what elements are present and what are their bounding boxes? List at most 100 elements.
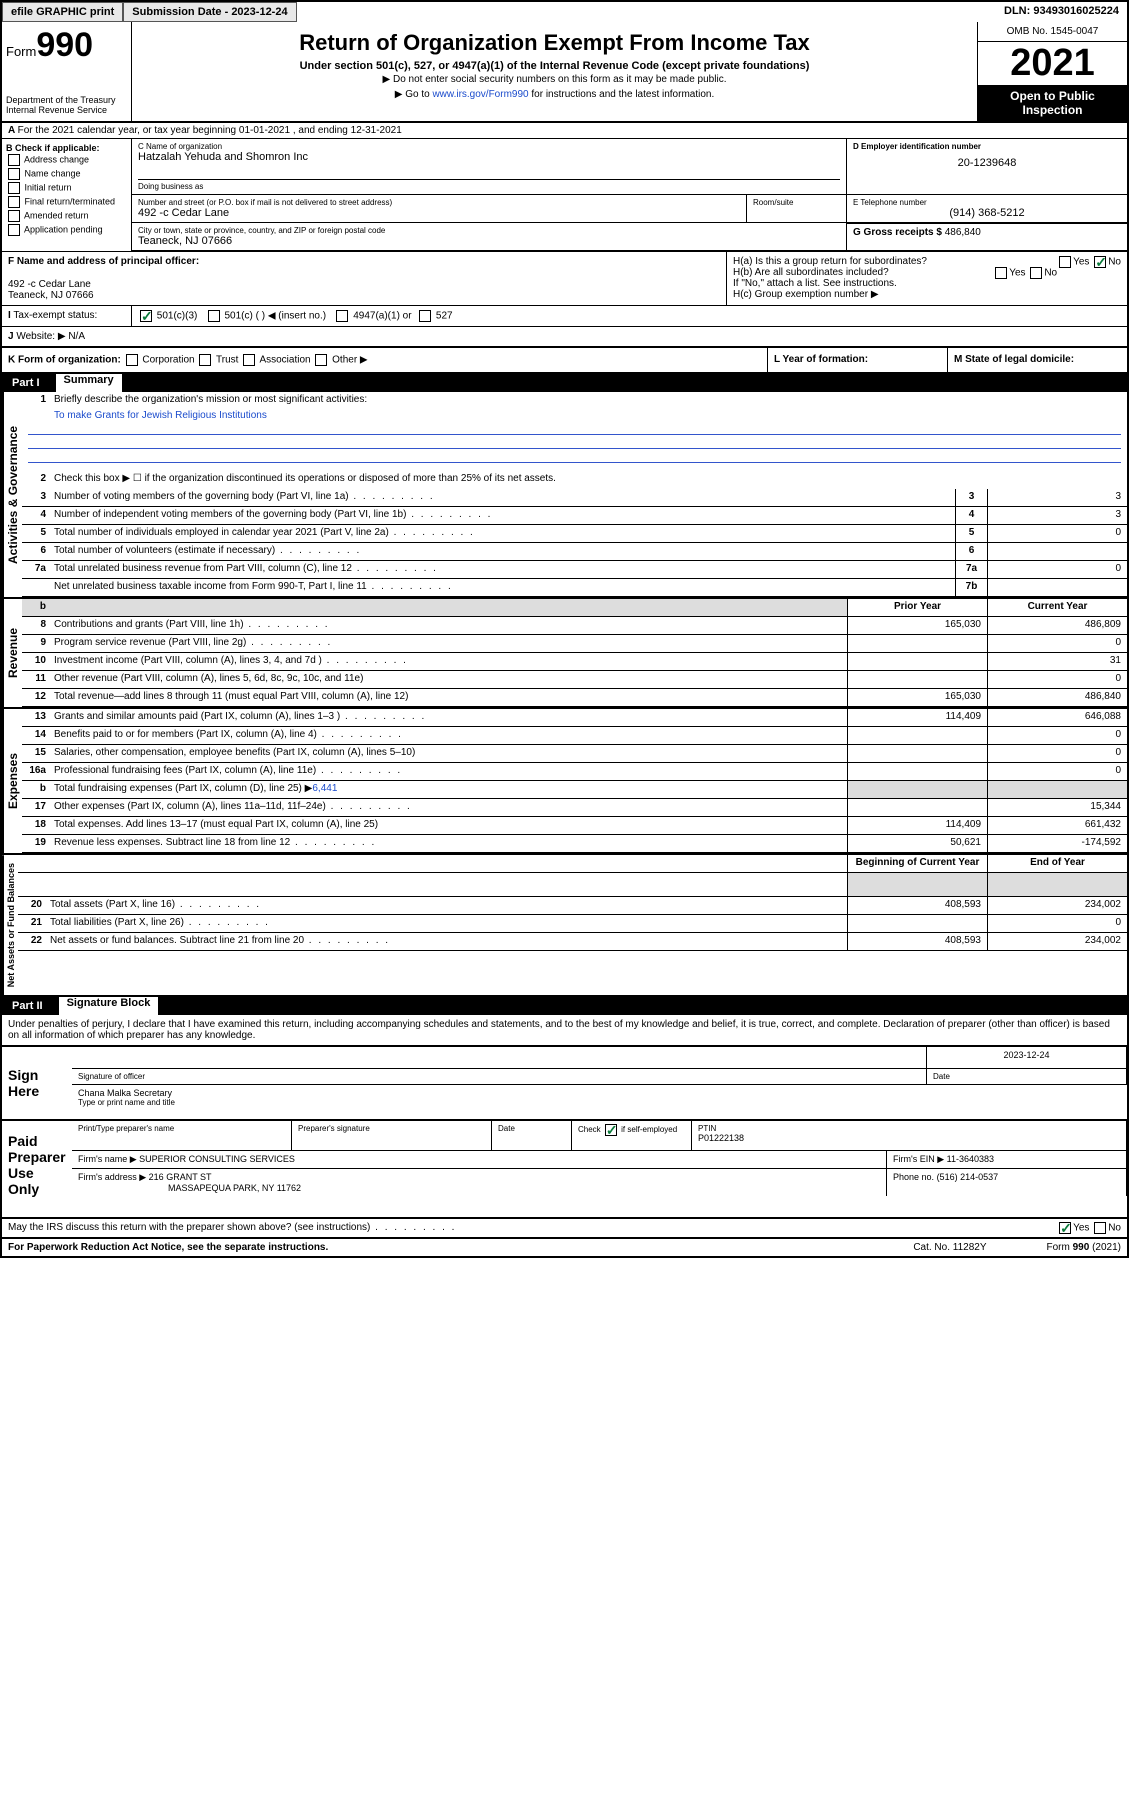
chk-other[interactable] bbox=[315, 354, 327, 366]
l19-text: Revenue less expenses. Subtract line 18 … bbox=[50, 835, 847, 852]
eoy-hdr: End of Year bbox=[987, 855, 1127, 872]
l9-prior bbox=[847, 635, 987, 652]
org-name: Hatzalah Yehuda and Shomron Inc bbox=[138, 151, 308, 163]
city-label: City or town, state or province, country… bbox=[138, 226, 840, 235]
irs-link[interactable]: www.irs.gov/Form990 bbox=[432, 89, 528, 100]
discuss-question: May the IRS discuss this return with the… bbox=[8, 1222, 456, 1234]
firm-addr1: 216 GRANT ST bbox=[149, 1172, 212, 1182]
l22-boc: 408,593 bbox=[847, 933, 987, 950]
l15-text: Salaries, other compensation, employee b… bbox=[50, 745, 847, 762]
l20-eoy: 234,002 bbox=[987, 897, 1127, 914]
state-domicile-label: M State of legal domicile: bbox=[954, 354, 1074, 365]
perjury-declaration: Under penalties of perjury, I declare th… bbox=[2, 1015, 1127, 1045]
chk-initial-return[interactable]: Initial return bbox=[6, 181, 127, 195]
gross-receipts-label: G Gross receipts $ bbox=[853, 227, 942, 238]
chk-4947[interactable] bbox=[336, 310, 348, 322]
l13-text: Grants and similar amounts paid (Part IX… bbox=[50, 709, 847, 726]
l20-boc: 408,593 bbox=[847, 897, 987, 914]
l20-text: Total assets (Part X, line 16) bbox=[46, 897, 847, 914]
vlabel-revenue: Revenue bbox=[2, 599, 22, 707]
l6-val bbox=[987, 543, 1127, 560]
l1-text: Briefly describe the organization's miss… bbox=[50, 392, 1127, 410]
chk-assoc[interactable] bbox=[243, 354, 255, 366]
name-title-label: Type or print name and title bbox=[78, 1098, 1121, 1107]
chk-501c[interactable] bbox=[208, 310, 220, 322]
chk-501c3[interactable] bbox=[140, 310, 152, 322]
phone-label: E Telephone number bbox=[853, 198, 1121, 207]
chk-app-pending[interactable]: Application pending bbox=[6, 223, 127, 237]
dba-label: Doing business as bbox=[138, 182, 840, 191]
l7a-val: 0 bbox=[987, 561, 1127, 578]
prep-name-label: Print/Type preparer's name bbox=[78, 1124, 285, 1133]
l12-text: Total revenue—add lines 8 through 11 (mu… bbox=[50, 689, 847, 706]
ein-value: 20-1239648 bbox=[958, 157, 1017, 169]
efile-print-button[interactable]: efile GRAPHIC print bbox=[2, 2, 123, 22]
l22-eoy: 234,002 bbox=[987, 933, 1127, 950]
l8-prior: 165,030 bbox=[847, 617, 987, 634]
mission-link[interactable]: To make Grants for Jewish Religious Inst… bbox=[54, 410, 267, 421]
sig-date-label: Date bbox=[933, 1072, 1120, 1081]
submission-date-button[interactable]: Submission Date - 2023-12-24 bbox=[123, 2, 296, 22]
irs-label: Internal Revenue Service bbox=[6, 105, 127, 115]
chk-trust[interactable] bbox=[199, 354, 211, 366]
tax-status-label: Tax-exempt status: bbox=[13, 310, 97, 321]
l15-curr: 0 bbox=[987, 745, 1127, 762]
chk-final-return[interactable]: Final return/terminated bbox=[6, 195, 127, 209]
website-value: N/A bbox=[68, 331, 85, 342]
prior-year-hdr: Prior Year bbox=[847, 599, 987, 616]
vlabel-activities-governance: Activities & Governance bbox=[2, 392, 22, 597]
curr-year-hdr: Current Year bbox=[987, 599, 1127, 616]
gross-receipts-value: 486,840 bbox=[945, 227, 981, 238]
chk-corp[interactable] bbox=[126, 354, 138, 366]
paid-preparer-label: Paid Preparer Use Only bbox=[2, 1121, 72, 1217]
l21-boc bbox=[847, 915, 987, 932]
ein-label: D Employer identification number bbox=[853, 142, 1121, 151]
street-value: 492 -c Cedar Lane bbox=[138, 207, 229, 219]
firm-phone: (516) 214-0537 bbox=[937, 1172, 999, 1182]
hb-label: H(b) Are all subordinates included? Yes … bbox=[733, 267, 1121, 278]
chk-address-change[interactable]: Address change bbox=[6, 153, 127, 167]
form-org-label: K Form of organization: bbox=[8, 355, 121, 366]
l5-val: 0 bbox=[987, 525, 1127, 542]
h-note: If "No," attach a list. See instructions… bbox=[733, 278, 1121, 289]
form-subtitle: Under section 501(c), 527, or 4947(a)(1)… bbox=[140, 60, 969, 72]
l2-text: Check this box ▶ ☐ if the organization d… bbox=[50, 471, 1127, 489]
chk-amended[interactable]: Amended return bbox=[6, 209, 127, 223]
form-990-page: efile GRAPHIC print Submission Date - 20… bbox=[0, 0, 1129, 1258]
firm-addr-label: Firm's address ▶ bbox=[78, 1172, 146, 1182]
l10-curr: 31 bbox=[987, 653, 1127, 670]
discuss-yes-no[interactable]: Yes No bbox=[1057, 1222, 1121, 1234]
l9-curr: 0 bbox=[987, 635, 1127, 652]
open-inspection: Open to Public Inspection bbox=[978, 85, 1127, 121]
firm-name-label: Firm's name ▶ bbox=[78, 1154, 137, 1164]
pra-notice: For Paperwork Reduction Act Notice, see … bbox=[8, 1242, 328, 1253]
city-value: Teaneck, NJ 07666 bbox=[138, 235, 232, 247]
year-formation-label: L Year of formation: bbox=[774, 354, 868, 365]
ptin-value: P01222138 bbox=[698, 1133, 744, 1143]
l8-curr: 486,809 bbox=[987, 617, 1127, 634]
l10-text: Investment income (Part VIII, column (A)… bbox=[50, 653, 847, 670]
l11-text: Other revenue (Part VIII, column (A), li… bbox=[50, 671, 847, 688]
form-number: Form990 bbox=[6, 26, 127, 65]
l19-prior: 50,621 bbox=[847, 835, 987, 852]
l3-val: 3 bbox=[987, 489, 1127, 506]
hc-label: H(c) Group exemption number ▶ bbox=[733, 289, 1121, 300]
sig-date: 2023-12-24 bbox=[927, 1047, 1127, 1068]
goto-note: ▶ Go to www.irs.gov/Form990 for instruct… bbox=[140, 87, 969, 102]
chk-527[interactable] bbox=[419, 310, 431, 322]
room-label: Room/suite bbox=[753, 198, 840, 207]
firm-addr2: MASSAPEQUA PARK, NY 11762 bbox=[78, 1183, 301, 1193]
l12-curr: 486,840 bbox=[987, 689, 1127, 706]
firm-phone-label: Phone no. bbox=[893, 1172, 934, 1182]
l16b-link[interactable]: 6,441 bbox=[312, 783, 337, 794]
l5-text: Total number of individuals employed in … bbox=[50, 525, 955, 542]
section-f-label: F Name and address of principal officer: bbox=[8, 256, 720, 267]
omb-number: OMB No. 1545-0047 bbox=[978, 22, 1127, 42]
l4-val: 3 bbox=[987, 507, 1127, 524]
part1-bar: Part ISummary bbox=[2, 374, 1127, 392]
l10-prior bbox=[847, 653, 987, 670]
chk-name-change[interactable]: Name change bbox=[6, 167, 127, 181]
sig-officer-label: Signature of officer bbox=[78, 1072, 920, 1081]
l21-text: Total liabilities (Part X, line 26) bbox=[46, 915, 847, 932]
officer-addr1: 492 -c Cedar Lane bbox=[8, 279, 720, 290]
